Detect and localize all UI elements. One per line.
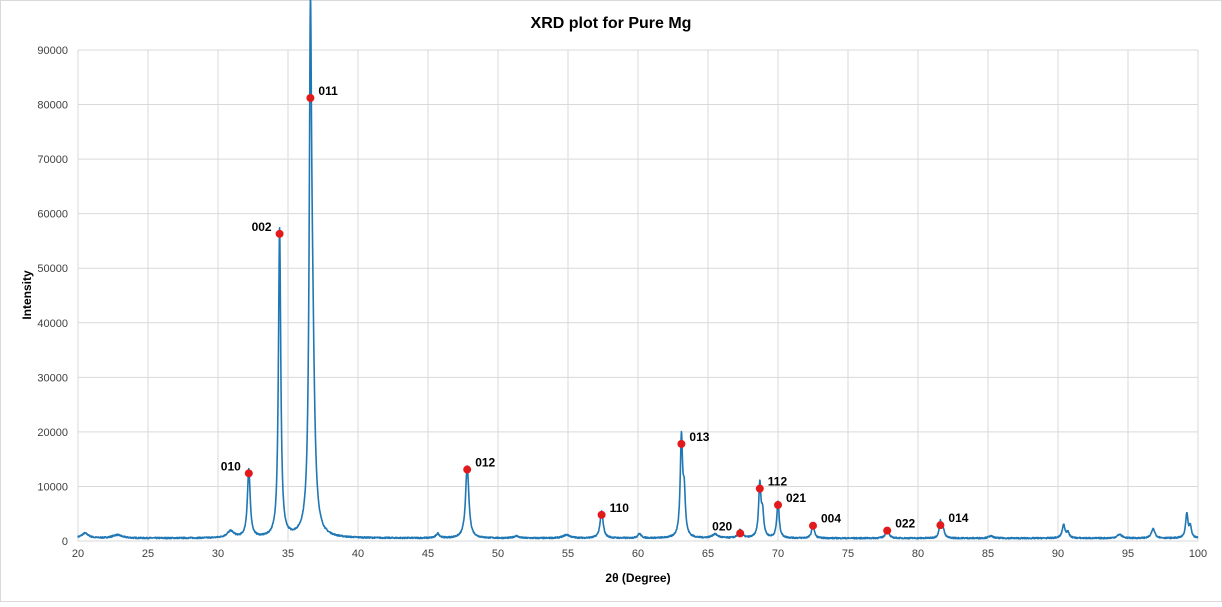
peak-marker-020	[736, 529, 745, 538]
peak-marker-021	[774, 500, 782, 509]
y-tick-label: 10000	[37, 481, 68, 493]
y-tick-label: 0	[62, 536, 68, 548]
peak-label-014: 014	[948, 511, 968, 525]
x-tick-label: 55	[562, 548, 574, 560]
peak-label-112: 112	[768, 475, 788, 489]
x-tick-label: 65	[702, 548, 714, 560]
peak-label-002: 002	[252, 220, 272, 234]
x-tick-label: 60	[632, 548, 644, 560]
x-tick-label: 35	[282, 548, 294, 560]
x-tick-label: 90	[1052, 548, 1064, 560]
peak-marker-010	[244, 469, 253, 478]
y-tick-label: 90000	[37, 45, 68, 57]
x-tick-label: 85	[982, 548, 994, 560]
x-tick-label: 30	[212, 548, 224, 560]
peak-marker-011	[306, 94, 315, 103]
peak-label-012: 012	[475, 456, 495, 470]
peak-label-110: 110	[610, 501, 630, 515]
y-tick-label: 40000	[37, 318, 68, 330]
peak-markers: 010 002 011 012 110 013 020 112 021 004 022 014	[221, 84, 969, 538]
peak-label-013: 013	[689, 430, 709, 444]
x-tick-label: 50	[492, 548, 504, 560]
y-tick-label: 50000	[37, 263, 68, 275]
peak-marker-004	[809, 521, 817, 530]
peak-marker-013	[677, 439, 686, 448]
peak-label-010: 010	[221, 459, 241, 473]
chart-title: XRD plot for Pure Mg	[531, 15, 692, 32]
x-tick-label: 70	[772, 548, 784, 560]
x-tick-label: 45	[422, 548, 434, 560]
peak-marker-002	[275, 229, 284, 238]
peak-label-020: 020	[712, 519, 732, 533]
x-tick-label: 100	[1189, 548, 1207, 560]
y-tick-label: 20000	[37, 427, 68, 439]
y-tick-label: 60000	[37, 209, 68, 221]
y-axis-title: Intensity	[20, 270, 34, 320]
peak-marker-014	[936, 521, 945, 530]
peak-label-021: 021	[786, 491, 806, 505]
x-tick-label: 40	[352, 548, 364, 560]
y-tick-label: 70000	[37, 154, 68, 166]
tick-labels: 20 25 30 35 40 45 50 55 60 65 70 75 80 85 90 95 10001000…	[37, 45, 1207, 560]
peak-marker-112	[755, 484, 764, 493]
series-line-intensity	[77, 0, 1199, 540]
x-tick-label: 75	[842, 548, 854, 560]
x-tick-label: 95	[1122, 548, 1134, 560]
peak-marker-110	[597, 510, 606, 519]
peak-label-022: 022	[895, 517, 915, 531]
x-tick-label: 80	[912, 548, 924, 560]
x-tick-label: 25	[142, 548, 154, 560]
peak-marker-012	[463, 465, 472, 474]
y-tick-label: 30000	[37, 372, 68, 384]
y-tick-label: 80000	[37, 100, 68, 112]
peak-label-004: 004	[821, 512, 841, 526]
x-axis-title: 2θ (Degree)	[605, 571, 670, 585]
x-tick-label: 20	[72, 548, 84, 560]
peak-label-011: 011	[318, 84, 338, 98]
grid	[77, 49, 1199, 542]
peak-marker-022	[883, 526, 892, 535]
